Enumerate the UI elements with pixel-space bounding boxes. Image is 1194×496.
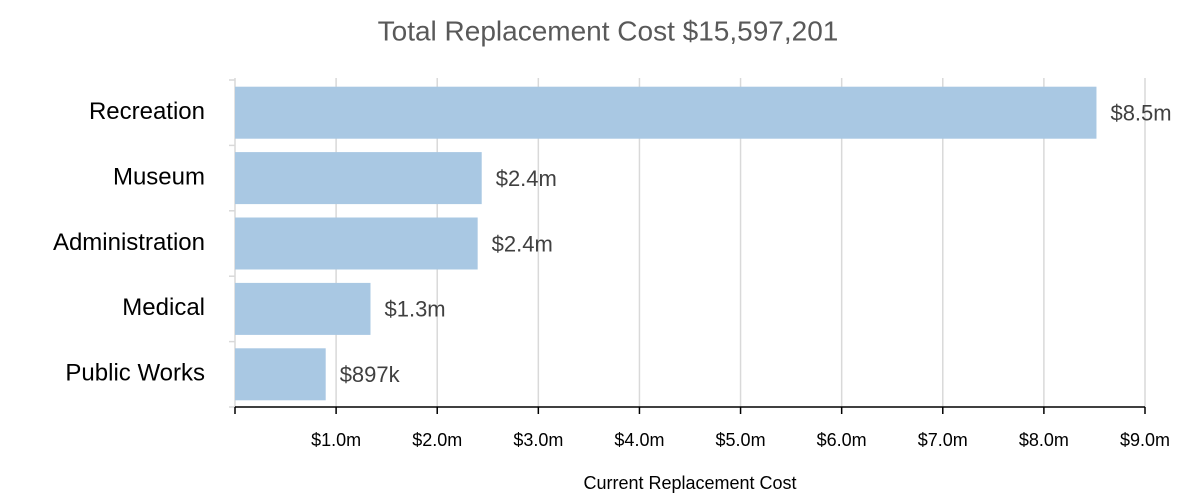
bar <box>235 86 1097 139</box>
x-tick-label: $5.0m <box>716 430 766 450</box>
x-tick-label: $6.0m <box>817 430 867 450</box>
bar <box>235 282 371 335</box>
x-tick-label: $2.0m <box>412 430 462 450</box>
value-label: $897k <box>340 362 401 387</box>
x-tick-label: $8.0m <box>1019 430 1069 450</box>
y-tick-label: Public Works <box>65 360 205 387</box>
x-tick-label: $7.0m <box>918 430 968 450</box>
y-tick-label: Administration <box>53 229 205 256</box>
value-label: $2.4m <box>492 231 553 256</box>
y-tick-label: Recreation <box>89 98 205 125</box>
bar <box>235 348 326 401</box>
x-tick-label: $1.0m <box>311 430 361 450</box>
y-tick-label: Medical <box>122 294 205 321</box>
value-label: $8.5m <box>1110 101 1171 126</box>
value-label: $1.3m <box>384 297 445 322</box>
x-tick-label: $3.0m <box>513 430 563 450</box>
x-tick-label: $4.0m <box>614 430 664 450</box>
bar <box>235 217 478 270</box>
value-label: $2.4m <box>496 166 557 191</box>
bar <box>235 152 482 205</box>
y-tick-label: Museum <box>113 163 205 190</box>
x-axis-label: Current Replacement Cost <box>583 473 796 493</box>
x-tick-label: $9.0m <box>1120 430 1170 450</box>
chart-title: Total Replacement Cost $15,597,201 <box>378 15 839 46</box>
